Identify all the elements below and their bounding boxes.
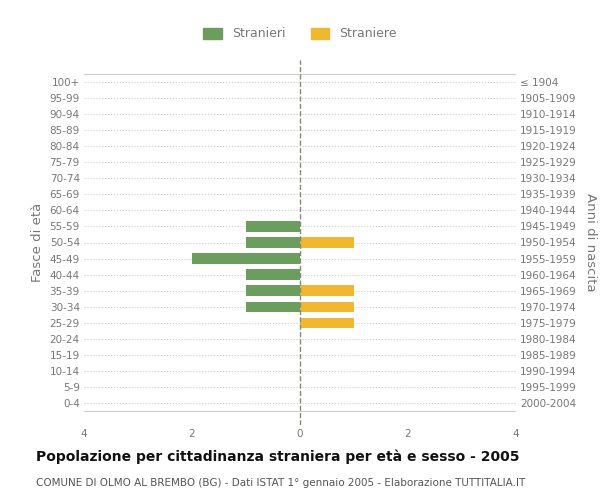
Bar [192,254,300,264]
Bar [246,286,300,296]
Bar [300,238,354,248]
Bar [300,302,354,312]
Legend: Stranieri, Straniere: Stranieri, Straniere [198,22,402,46]
Text: Popolazione per cittadinanza straniera per età e sesso - 2005: Popolazione per cittadinanza straniera p… [36,450,520,464]
Bar [300,286,354,296]
Y-axis label: Fasce di età: Fasce di età [31,203,44,282]
Bar [246,221,300,232]
Text: COMUNE DI OLMO AL BREMBO (BG) - Dati ISTAT 1° gennaio 2005 - Elaborazione TUTTIT: COMUNE DI OLMO AL BREMBO (BG) - Dati IST… [36,478,525,488]
Y-axis label: Anni di nascita: Anni di nascita [584,193,597,292]
Bar [246,270,300,280]
Bar [300,318,354,328]
Bar [246,302,300,312]
Bar [246,238,300,248]
